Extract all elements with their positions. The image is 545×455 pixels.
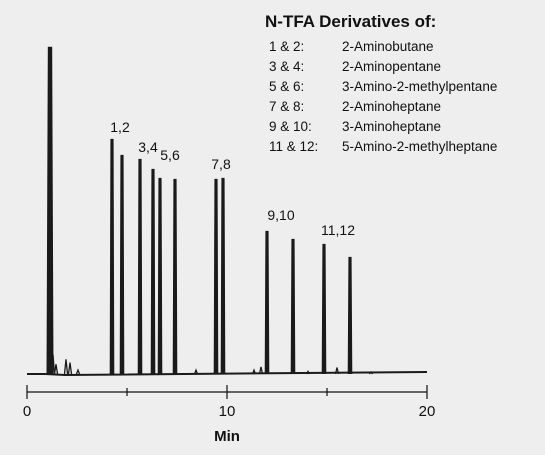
- legend-peaks: 3 & 4:: [269, 59, 304, 74]
- minor-peak: [334, 367, 340, 375]
- peak-label: 5,6: [160, 147, 180, 163]
- minor-peak: [258, 366, 264, 375]
- legend-peaks: 1 & 2:: [269, 39, 304, 54]
- trace-layer: [27, 46, 428, 377]
- x-axis-title: Min: [214, 428, 240, 445]
- x-tick-label: 10: [219, 403, 236, 420]
- peak-12: [347, 256, 353, 375]
- peak-2: [119, 154, 125, 375]
- peak-11: [321, 243, 327, 375]
- legend-compound: 3-Amino-2-methylpentane: [342, 79, 497, 94]
- peak-10: [290, 238, 296, 375]
- legend-title: N-TFA Derivatives of:: [265, 12, 436, 31]
- legend: N-TFA Derivatives of: 1 & 2: 2-Aminobutan…: [265, 12, 497, 154]
- peak-label: 7,8: [211, 156, 231, 172]
- peak-label-layer: 1,2 3,4 5,6 7,8 9,10 11,12: [110, 119, 355, 238]
- minor-peak: [53, 364, 59, 375]
- minor-peak: [251, 368, 257, 375]
- peak-5: [157, 177, 163, 375]
- peak-label: 11,12: [321, 222, 355, 238]
- minor-peak: [75, 368, 81, 375]
- legend-compound: 2-Aminobutane: [342, 39, 434, 54]
- legend-compound: 2-Aminopentane: [342, 59, 441, 74]
- legend-peaks: 11 & 12:: [269, 139, 318, 154]
- legend-peaks: 7 & 8:: [269, 99, 304, 114]
- peak-7: [213, 178, 219, 375]
- peak-label: 9,10: [267, 207, 294, 223]
- baseline-trace: [27, 371, 428, 377]
- peak-3: [137, 158, 143, 375]
- x-axis: 0 10 20 Min: [23, 385, 436, 445]
- legend-peaks: 9 & 10:: [269, 119, 312, 134]
- minor-peak: [67, 362, 73, 375]
- x-tick-label: 0: [23, 403, 31, 420]
- minor-peak: [193, 368, 199, 375]
- x-tick-label: 20: [419, 403, 436, 420]
- peak-label: 3,4: [138, 139, 158, 155]
- peak-label: 1,2: [110, 119, 130, 135]
- solvent-peak: [46, 46, 54, 375]
- legend-peaks: 5 & 6:: [269, 79, 304, 94]
- peak-1: [109, 138, 115, 375]
- legend-compound: 3-Aminoheptane: [342, 119, 441, 134]
- minor-peak: [305, 370, 311, 375]
- peak-8: [220, 177, 226, 375]
- minor-peak: [63, 359, 69, 375]
- peak-9: [264, 230, 270, 375]
- peak-6: [172, 178, 178, 375]
- minor-peak: [368, 370, 374, 375]
- legend-compound: 2-Aminoheptane: [342, 99, 441, 114]
- legend-compound: 5-Amino-2-methylheptane: [342, 139, 497, 154]
- peak-4: [150, 168, 156, 375]
